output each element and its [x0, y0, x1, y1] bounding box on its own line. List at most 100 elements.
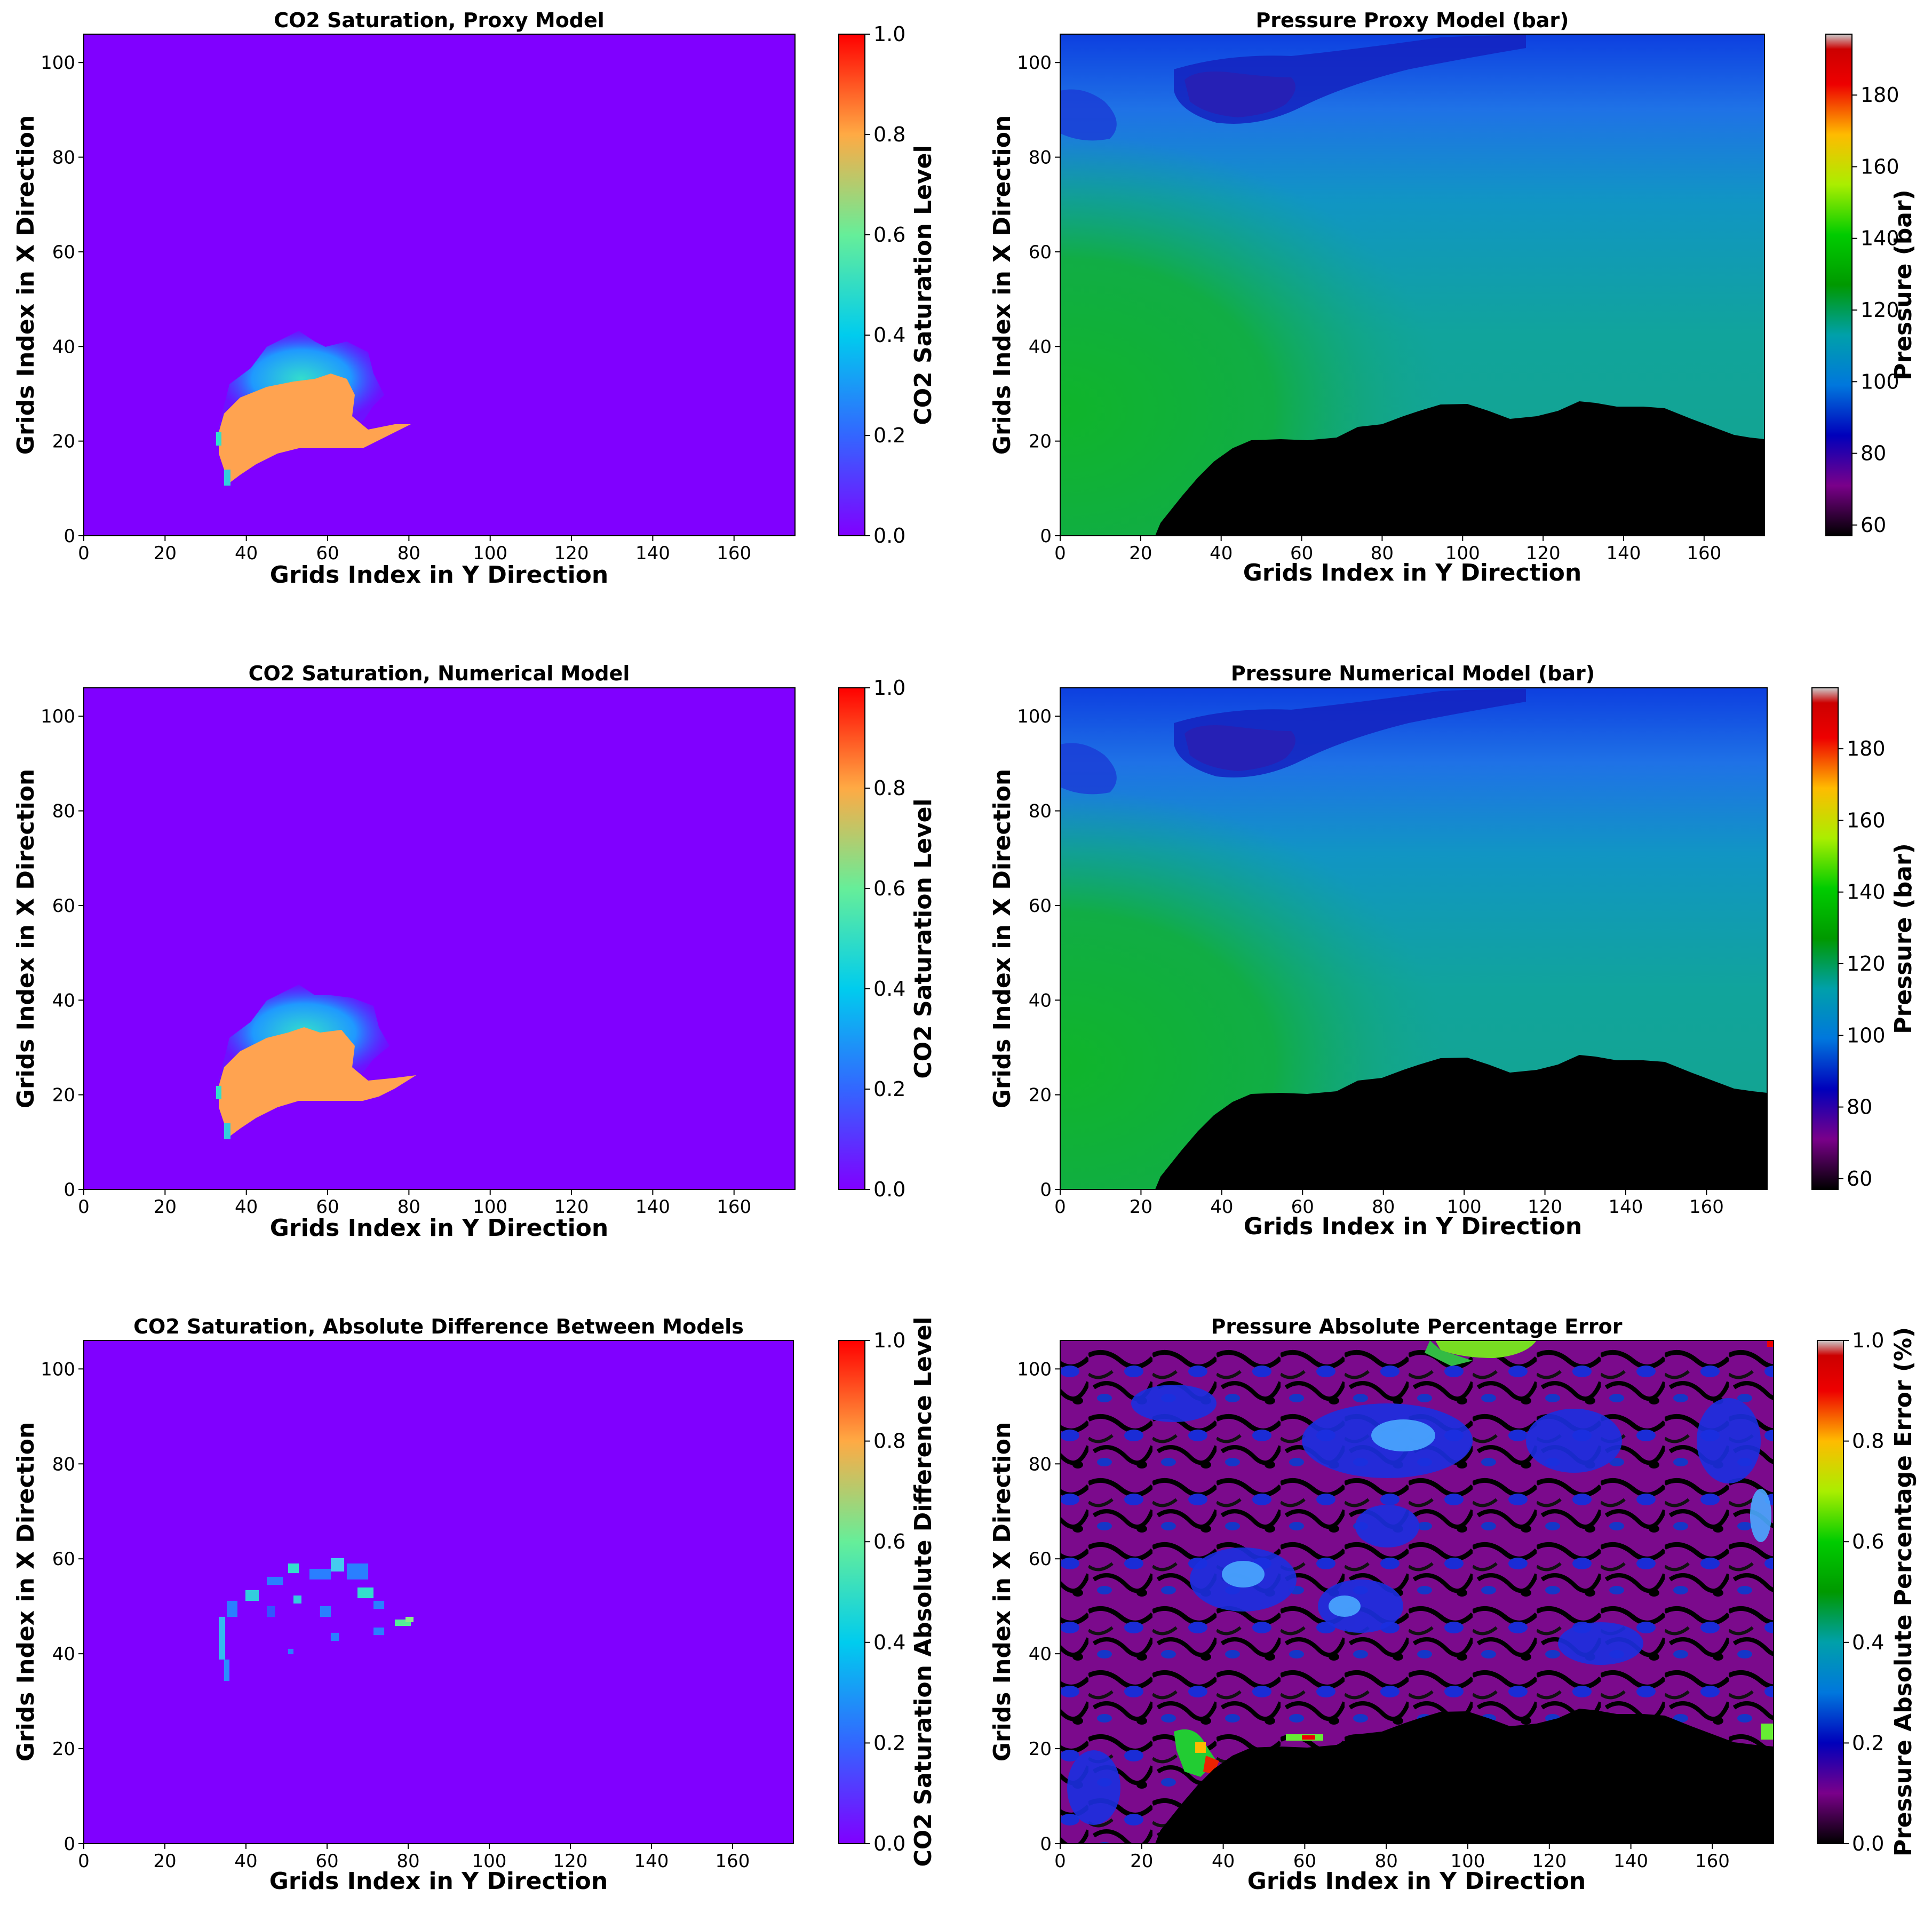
x-tick-label: 0 — [1054, 1851, 1066, 1872]
y-tick-label: 80 — [1029, 801, 1052, 822]
x-tick-label: 140 — [1609, 1196, 1643, 1218]
x-tick-label: 60 — [316, 543, 339, 564]
panel-title: CO2 Saturation, Numerical Model — [249, 662, 630, 685]
x-tick-label: 20 — [154, 1196, 177, 1218]
colorbar-tick-label: 0.8 — [873, 1430, 905, 1453]
x-ticks: 0 20 40 60 80 100 120 140 160 — [78, 1189, 751, 1218]
y-axis-label: Grids Index in X Direction — [989, 769, 1016, 1109]
x-tick-label: 140 — [1607, 543, 1641, 564]
colorbar-tick-label: 0.2 — [873, 1077, 905, 1101]
colorbar-tick-label: 0.6 — [873, 1530, 905, 1553]
x-tick-label: 40 — [234, 1851, 257, 1872]
colorbar-tick-label: 160 — [1847, 808, 1886, 832]
x-tick-label: 0 — [78, 1196, 90, 1218]
colorbar — [838, 34, 865, 536]
colorbar-label: CO2 Saturation Level — [910, 145, 937, 425]
y-tick-label: 100 — [1017, 706, 1052, 727]
error-hotspot-boundary-core — [1302, 1735, 1315, 1740]
panel-title: CO2 Saturation, Proxy Model — [274, 9, 605, 32]
x-tick-label: 40 — [1210, 1196, 1233, 1218]
colorbar-ticks: 0.0 0.2 0.4 0.6 0.8 1.0 — [865, 676, 905, 1201]
y-tick-label: 80 — [1029, 1454, 1052, 1475]
x-tick-label: 100 — [1451, 1851, 1485, 1872]
colorbar-tick-label: 100 — [1861, 370, 1899, 393]
panel-co2-saturation-numerical: CO2 Saturation, Numerical Model 0 20 40 60 8… — [12, 662, 937, 1242]
colorbar-tick-label: 100 — [1847, 1023, 1886, 1047]
saturation-background — [84, 688, 795, 1189]
x-tick-label: 40 — [1210, 543, 1233, 564]
x-tick-label: 100 — [472, 1851, 507, 1872]
x-tick-label: 20 — [1130, 1851, 1153, 1872]
colorbar-tick-label: 0.0 — [873, 1832, 905, 1855]
x-tick-label: 140 — [634, 1851, 669, 1872]
x-tick-label: 120 — [554, 543, 589, 564]
saturation-background — [84, 1340, 793, 1844]
y-ticks: 0 20 40 60 80 100 — [1017, 1359, 1060, 1855]
x-tick-label: 0 — [1054, 1196, 1066, 1218]
plot-frame — [1060, 1340, 1774, 1844]
x-ticks: 0 20 40 60 80 100 120 140 160 — [1054, 1189, 1724, 1218]
colorbar-ticks: 0.0 0.2 0.4 0.6 0.8 1.0 — [865, 22, 905, 547]
heatmap — [84, 1340, 793, 1844]
x-tick-label: 80 — [397, 1196, 420, 1218]
y-tick-label: 80 — [1029, 147, 1052, 169]
y-axis-label: Grids Index in X Direction — [989, 115, 1016, 455]
x-tick-label: 160 — [1695, 1851, 1730, 1872]
colorbar-tick-label: 180 — [1847, 737, 1886, 760]
colorbar-tick-label: 80 — [1861, 442, 1886, 465]
colorbar-tick-label: 0.6 — [873, 877, 905, 900]
x-tick-label: 100 — [1445, 543, 1480, 564]
x-tick-label: 40 — [235, 543, 258, 564]
plot-frame — [1060, 34, 1765, 536]
plot-frame — [83, 687, 796, 1190]
error-hotspot-top-edge — [1425, 1340, 1473, 1366]
y-tick-label: 100 — [41, 52, 75, 74]
panel-pressure-proxy: Pressure Proxy Model (bar) 0 20 40 60 80 100 1… — [989, 9, 1917, 586]
colorbar-tick-label: 0.4 — [1852, 1631, 1884, 1654]
y-axis-label: Grids Index in X Direction — [12, 769, 39, 1109]
colorbar-tick-label: 80 — [1847, 1096, 1872, 1119]
x-tick-label: 80 — [1371, 543, 1394, 564]
colorbar-tick-label: 0.4 — [873, 1631, 905, 1654]
plume-edge-cell — [216, 432, 221, 446]
panel-pressure-error: Pressure Absolute Percentage Error — [989, 1315, 1917, 1895]
x-tick-label: 120 — [1532, 1851, 1567, 1872]
x-ticks: 0 20 40 60 80 100 120 140 160 — [1054, 1844, 1730, 1872]
plot-frame — [1060, 687, 1768, 1190]
x-tick-label: 100 — [473, 543, 507, 564]
panel-co2-saturation-proxy: CO2 Saturation, Proxy Model 0 20 40 60 80 100… — [12, 9, 937, 589]
colorbar — [1817, 1340, 1844, 1844]
y-tick-label: 20 — [52, 1085, 75, 1106]
plume-edge-cell — [216, 1086, 221, 1099]
y-tick-label: 20 — [1029, 1739, 1052, 1760]
plume-edge-cell — [224, 1123, 230, 1139]
y-tick-label: 100 — [41, 706, 75, 727]
colorbar-ticks: 60 80 100 120 140 160 180 — [1838, 737, 1886, 1190]
x-tick-label: 120 — [1526, 543, 1561, 564]
colorbar-tick-label: 0.2 — [873, 1731, 905, 1755]
x-tick-label: 160 — [717, 543, 751, 564]
heatmap — [84, 688, 795, 1189]
x-tick-label: 140 — [635, 1196, 670, 1218]
colorbar-label: CO2 Saturation Level — [910, 798, 937, 1078]
y-axis-label: Grids Index in X Direction — [12, 115, 39, 455]
x-tick-label: 80 — [1372, 1196, 1395, 1218]
colorbar-tick-label: 60 — [1847, 1167, 1872, 1190]
low-pressure-edge — [1174, 35, 1526, 124]
colorbar — [1811, 687, 1839, 1190]
y-tick-label: 100 — [41, 1359, 75, 1380]
x-tick-label: 160 — [1689, 1196, 1724, 1218]
y-tick-label: 80 — [52, 1454, 75, 1475]
y-tick-label: 80 — [52, 801, 75, 822]
inactive-cells — [1155, 1709, 1774, 1844]
panel-pressure-numerical: Pressure Numerical Model (bar) 0 20 40 60 80… — [989, 662, 1917, 1240]
panel-title: Pressure Absolute Percentage Error — [1211, 1315, 1623, 1338]
y-tick-label: 0 — [1040, 526, 1052, 547]
panel-title: Pressure Proxy Model (bar) — [1255, 9, 1569, 32]
x-tick-label: 20 — [1130, 1196, 1152, 1218]
y-ticks: 0 20 40 60 80 100 — [1017, 706, 1060, 1201]
y-tick-label: 40 — [52, 990, 75, 1011]
plume-core — [219, 374, 411, 483]
y-axis-label: Grids Index in X Direction — [989, 1422, 1016, 1762]
colorbar-tick-label: 0.6 — [1852, 1530, 1884, 1553]
